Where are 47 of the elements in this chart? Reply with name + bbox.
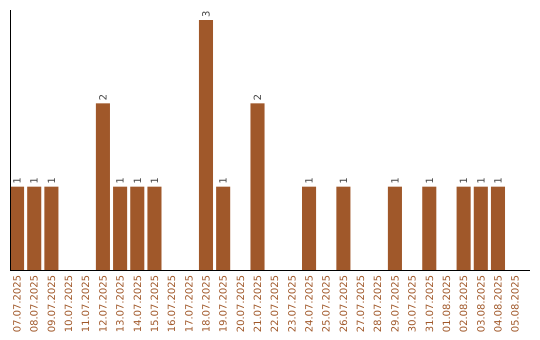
data-label: 1 xyxy=(424,177,436,184)
x-tick-label: 22.07.2025 xyxy=(270,275,282,332)
x-tick-label: 30.07.2025 xyxy=(408,275,419,332)
x-tick-label: 09.07.2025 xyxy=(46,275,58,332)
data-label: 2 xyxy=(253,94,264,100)
x-tick-label: 24.07.2025 xyxy=(304,275,316,332)
x-tick-label: 04.08.2025 xyxy=(493,275,504,332)
x-tick-label: 05.08.2025 xyxy=(510,275,522,332)
data-label: 3 xyxy=(201,10,212,17)
data-label: 1 xyxy=(46,177,58,184)
x-tick-label: 16.07.2025 xyxy=(167,275,178,332)
x-tick-label: 31.07.2025 xyxy=(424,275,436,332)
data-label: 1 xyxy=(30,177,41,184)
x-tick-label: 29.07.2025 xyxy=(390,275,402,332)
data-label: 1 xyxy=(390,177,402,184)
x-tick-label: 07.07.2025 xyxy=(12,275,24,332)
x-tick-label: 17.07.2025 xyxy=(184,275,196,332)
x-tick-label: 21.07.2025 xyxy=(253,275,264,332)
data-label: 1 xyxy=(338,177,350,184)
data-label: 1 xyxy=(150,177,161,184)
x-tick-label: 12.07.2025 xyxy=(98,275,110,332)
x-tick-label: 13.07.2025 xyxy=(116,275,127,332)
data-label: 1 xyxy=(132,177,144,184)
data-label: 1 xyxy=(476,177,488,184)
x-tick-label: 08.07.2025 xyxy=(30,275,41,332)
data-label: 1 xyxy=(116,177,127,184)
x-tick-label: 25.07.2025 xyxy=(322,275,333,332)
x-tick-label: 14.07.2025 xyxy=(132,275,144,332)
x-tick-label: 19.07.2025 xyxy=(218,275,230,332)
data-label: 1 xyxy=(304,177,316,184)
x-tick-label: 20.07.2025 xyxy=(236,275,247,332)
data-label: 1 xyxy=(218,177,230,184)
data-label: 1 xyxy=(459,177,470,184)
x-tick-label: 27.07.2025 xyxy=(356,275,368,332)
x-tick-label: 23.07.2025 xyxy=(287,275,298,332)
x-tick-label: 18.07.2025 xyxy=(201,275,212,332)
data-label: 1 xyxy=(493,177,504,184)
x-tick-label: 11.07.2025 xyxy=(81,275,92,332)
x-tick-label: 03.08.2025 xyxy=(476,275,488,332)
data-label: 1 xyxy=(12,177,24,184)
x-tick-label: 01.08.2025 xyxy=(442,275,453,332)
x-tick-label: 15.07.2025 xyxy=(150,275,161,332)
x-tick-label: 28.07.2025 xyxy=(373,275,384,332)
data-label: 2 xyxy=(98,94,110,100)
x-tick-label: 10.07.2025 xyxy=(64,275,76,332)
x-tick-label: 26.07.2025 xyxy=(338,275,350,332)
x-tick-label: 02.08.2025 xyxy=(459,275,470,332)
